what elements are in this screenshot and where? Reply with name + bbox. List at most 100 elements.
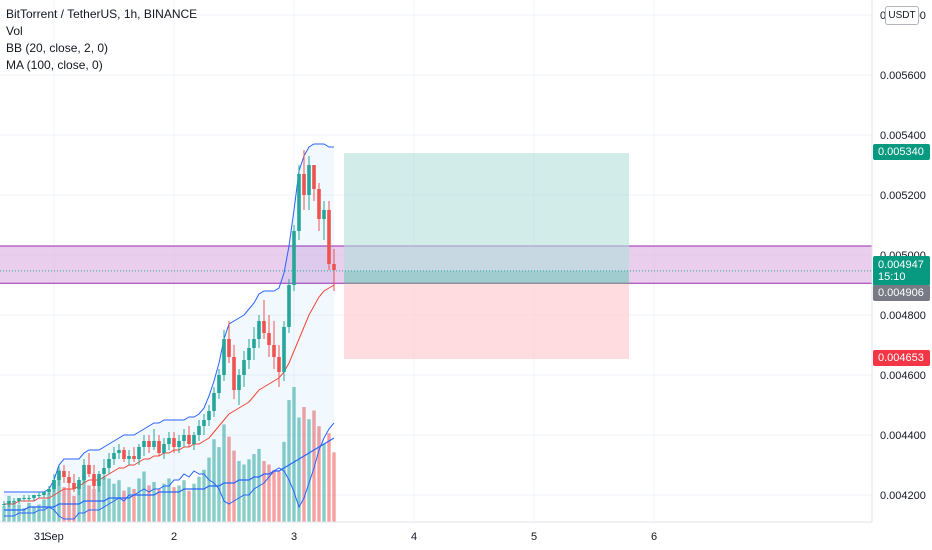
current-price-tag: 0.004947 15:10 [873,255,930,286]
candle-body [162,444,166,453]
volume-bar [272,469,276,522]
volume-bar [292,387,296,522]
volume-bar [7,495,11,522]
volume-bar [67,488,71,522]
candle-body [7,501,11,504]
legend-symbol[interactable]: BitTorrent / TetherUS, 1h, BINANCE [6,7,198,21]
bb-fill [4,144,334,519]
candle-body [297,174,301,231]
candle-body [37,495,41,496]
candle-body [137,447,141,459]
stop-price-tag: 0.004653 [873,350,930,367]
x-tick-label: 5 [531,531,537,543]
volume-bar [112,483,116,522]
volume-bar [202,469,206,522]
volume-bar [187,490,191,522]
volume-bar [102,476,106,522]
position-overlay [0,153,872,360]
volume-bar [207,457,211,522]
candle-body [202,420,206,426]
candle-body [292,231,296,285]
volume-bar [237,461,241,522]
candlesticks [2,150,336,507]
stop-price-label: 0.004653 [878,352,924,365]
candle-body [252,339,256,348]
candle-body [167,438,171,444]
candle-body [187,435,191,444]
volume-bar [217,447,221,522]
candle-body [2,504,6,505]
volume-bar [287,400,291,522]
candle-body [207,411,211,420]
candle-body [112,453,116,459]
candle-body [147,441,151,447]
candle-body [262,321,266,333]
candle-body [192,435,196,444]
candle-body [157,441,161,453]
candle-body [62,471,66,477]
legend-bb[interactable]: BB (20, close, 2, 0) [6,41,109,55]
volume-bar [212,439,216,522]
volume-bar [327,433,331,522]
chart-legend: BitTorrent / TetherUS, 1h, BINANCE Vol B… [6,6,197,74]
candle-body [267,333,271,345]
y-tick-label: 0.004200 [880,490,926,502]
target-price-tag: 0.005340 [873,144,930,160]
y-tick-label: 0.005400 [880,130,926,142]
candle-body [172,438,176,447]
volume-bar [222,424,226,522]
candle-body [122,450,126,459]
volume-bar [197,476,201,522]
volume-bar [142,471,146,522]
volume-bar [82,474,86,522]
volume-bar [52,480,56,522]
volume-bar [302,407,306,522]
y-tick-label: 0.004600 [880,370,926,382]
candle-body [97,474,101,486]
candle-body [142,441,146,447]
volume-bar [332,452,336,522]
volume-bar [317,426,321,522]
candle-body [302,174,306,195]
candle-body [247,348,251,360]
candle-body [287,285,291,327]
legend-ma[interactable]: MA (100, close, 0) [6,58,103,72]
candle-body [282,327,286,372]
x-tick-label: 3 [291,531,297,543]
volume-bar [262,461,266,522]
volume-bar [42,499,46,522]
volume-bar [322,443,326,522]
volume-bar [277,471,281,522]
volume-bar [2,506,6,522]
y-tick-label: 0.004400 [880,430,926,442]
volume-bar [307,419,311,522]
bar-countdown-label: 15:10 [878,270,906,283]
entry-price-label: 0.004906 [878,287,924,300]
currency-badge[interactable]: USDT [885,6,919,25]
candle-body [227,339,231,357]
y-tick-label: 0.005600 [880,70,926,82]
volume-bar [87,485,91,522]
volume-bar [72,495,76,522]
volume-bar [167,478,171,522]
candle-body [67,477,71,483]
candle-body [22,498,26,499]
volume-bar [192,483,196,522]
volume-bar [127,487,131,522]
y-tick-label: 0.005200 [880,190,926,202]
candle-body [127,456,131,459]
volume-bar [132,488,136,522]
volume-bar [242,464,246,522]
candle-body [317,189,321,219]
profit-zone [344,153,629,284]
volume-bar [157,488,161,522]
candle-body [177,441,181,447]
volume-bar [117,480,121,522]
volume-bar [247,459,251,522]
legend-volume[interactable]: Vol [6,24,23,38]
candle-body [182,435,186,441]
volume-bar [182,480,186,522]
candle-body [277,357,281,372]
volume-bar [37,504,41,522]
